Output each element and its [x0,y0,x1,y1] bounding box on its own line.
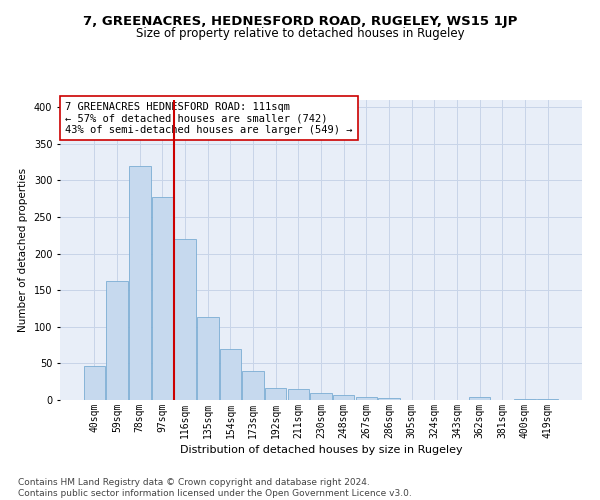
Bar [537,398,558,400]
Bar [129,166,151,400]
Bar [469,397,490,400]
Bar [378,398,400,400]
Text: 7 GREENACRES HEDNESFORD ROAD: 111sqm
← 57% of detached houses are smaller (742)
: 7 GREENACRES HEDNESFORD ROAD: 111sqm ← 5… [65,102,353,134]
Bar [287,389,309,400]
Bar [514,398,536,400]
Bar [197,318,218,400]
Bar [242,370,264,400]
Text: 7, GREENACRES, HEDNESFORD ROAD, RUGELEY, WS15 1JP: 7, GREENACRES, HEDNESFORD ROAD, RUGELEY,… [83,15,517,28]
Bar [152,196,173,400]
Bar [220,349,241,400]
Y-axis label: Number of detached properties: Number of detached properties [18,168,28,332]
Text: Size of property relative to detached houses in Rugeley: Size of property relative to detached ho… [136,28,464,40]
X-axis label: Distribution of detached houses by size in Rugeley: Distribution of detached houses by size … [179,445,463,455]
Bar [265,388,286,400]
Bar [84,366,105,400]
Bar [106,280,128,400]
Text: Contains HM Land Registry data © Crown copyright and database right 2024.
Contai: Contains HM Land Registry data © Crown c… [18,478,412,498]
Bar [356,397,377,400]
Bar [175,239,196,400]
Bar [333,395,355,400]
Bar [310,394,332,400]
